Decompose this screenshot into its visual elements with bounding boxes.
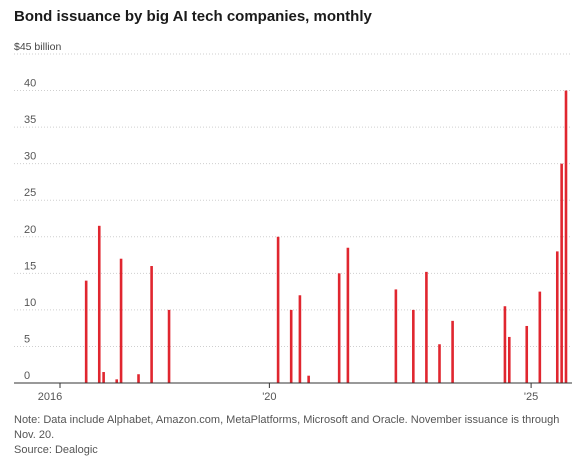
- bar-2025-03: [538, 291, 542, 383]
- bar-2024-07: [503, 306, 507, 383]
- bar-2017-03: [119, 258, 123, 383]
- y-axis-unit-label: $45 billion: [14, 41, 62, 53]
- chart-title: Bond issuance by big AI tech companies, …: [14, 8, 372, 25]
- bar-2023-07: [451, 320, 454, 383]
- bar-2020-06: [289, 309, 293, 383]
- bar-2017-07: [137, 374, 140, 383]
- x-tick-label-0: 2016: [38, 391, 62, 403]
- bar-2024-12: [525, 325, 529, 383]
- y-tick-label-25: 25: [24, 187, 36, 199]
- bar-2017-10: [150, 266, 153, 383]
- bar-2016-10: [97, 225, 101, 383]
- bar-2022-06: [394, 289, 398, 383]
- bar-2024-08: [507, 336, 511, 383]
- bar-2025-07: [555, 251, 559, 383]
- y-tick-label-15: 15: [24, 260, 36, 272]
- y-tick-label-40: 40: [24, 78, 36, 90]
- chart-note: Note: Data include Alphabet, Amazon.com,…: [14, 414, 560, 441]
- bar-2023-01: [425, 271, 428, 383]
- bar-2018-02: [167, 309, 171, 383]
- y-tick-label-20: 20: [24, 224, 36, 236]
- bond-issuance-bar-chart: 0 5 10 15 20 25 30 35 40 2016 '20 '25: [14, 53, 572, 403]
- y-tick-label-30: 30: [24, 151, 36, 163]
- y-tick-label-35: 35: [24, 114, 36, 126]
- x-tick-label-108: '25: [524, 391, 538, 403]
- bar-2020-03: [276, 236, 280, 383]
- bar-2017-02: [115, 379, 119, 383]
- bar-2016-11: [102, 372, 105, 383]
- y-tick-label-10: 10: [24, 297, 36, 309]
- bar-2025-08: [560, 163, 563, 383]
- bar-2021-07: [346, 247, 350, 383]
- bar-2020-10: [307, 375, 310, 383]
- y-tick-label-0: 0: [24, 370, 30, 382]
- bar-2025-09: [564, 90, 568, 383]
- bar-2016-07: [84, 280, 88, 383]
- bar-2022-10: [412, 309, 415, 383]
- bar-2021-05: [337, 273, 341, 383]
- bar-2020-08: [298, 295, 302, 383]
- bar-2023-04: [438, 344, 441, 383]
- y-tick-label-5: 5: [24, 333, 30, 345]
- chart-source: Source: Dealogic: [14, 444, 98, 456]
- x-tick-label-48: '20: [262, 391, 276, 403]
